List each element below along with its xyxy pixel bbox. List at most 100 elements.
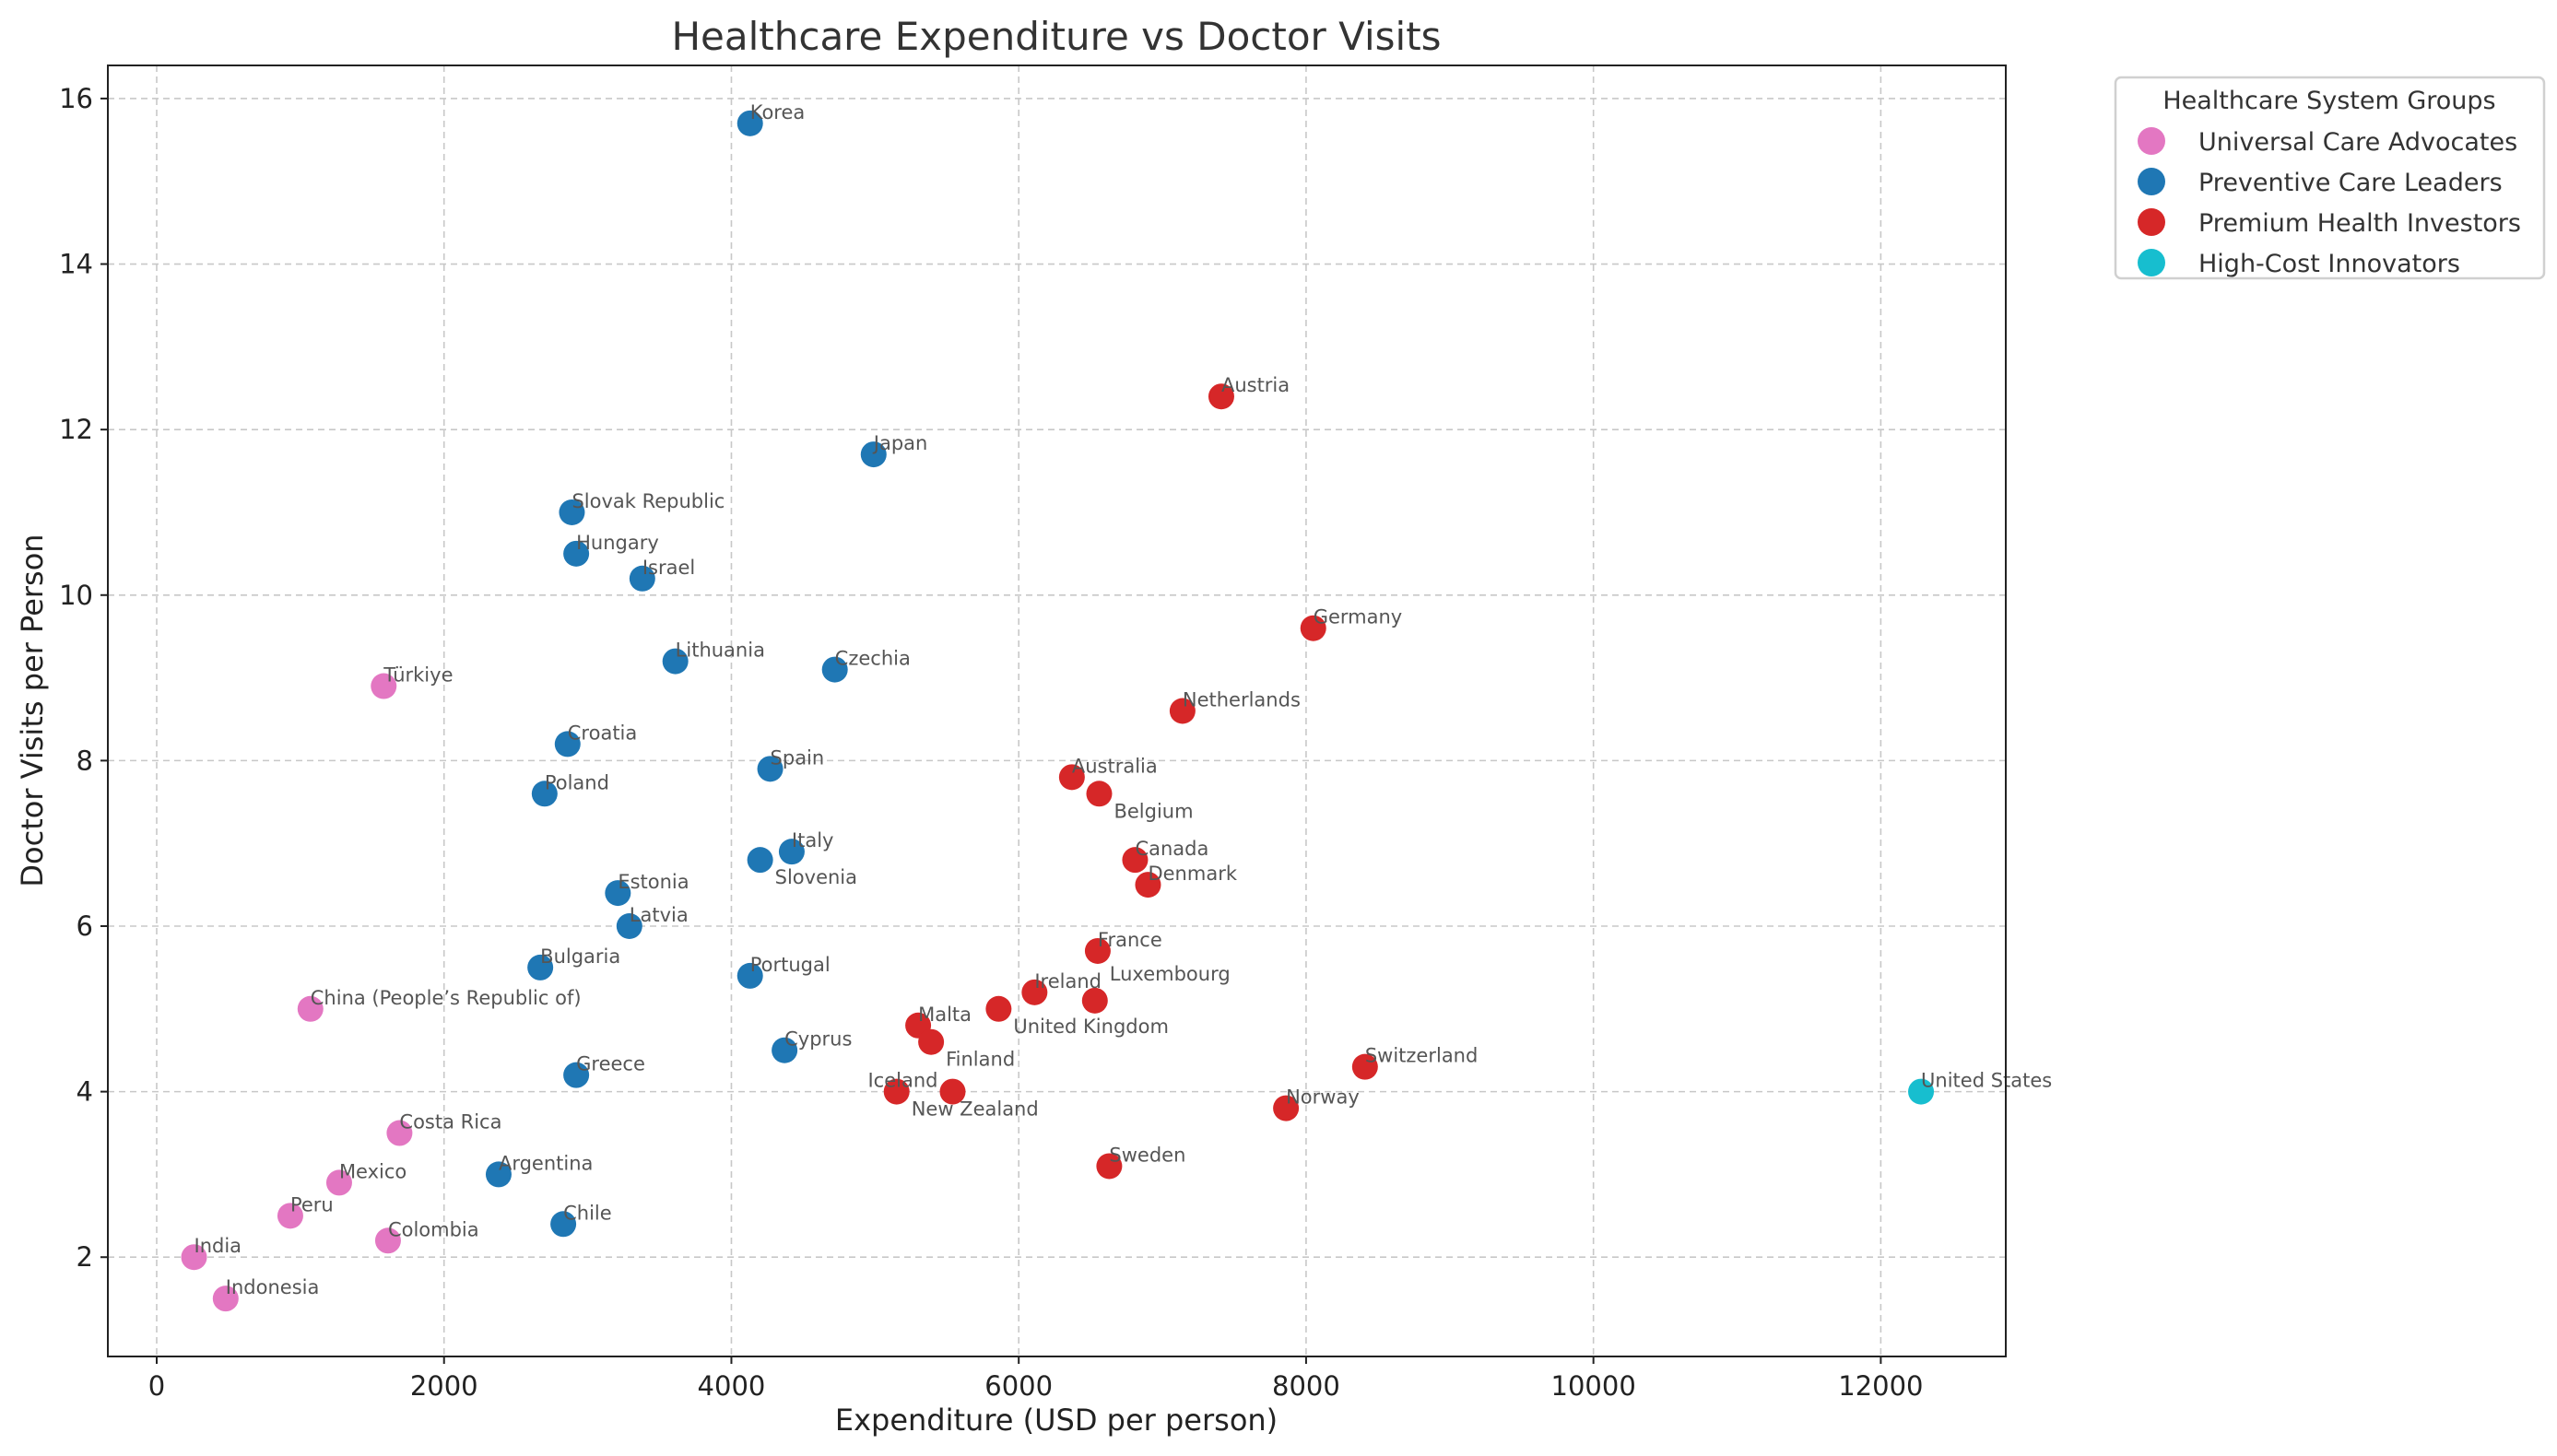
y-tick-label: 8 — [77, 745, 93, 776]
data-point — [736, 962, 763, 989]
point-label: Japan — [872, 432, 928, 454]
point-label: Korea — [750, 101, 806, 123]
data-point — [212, 1286, 239, 1312]
point-label: Chile — [563, 1202, 612, 1224]
data-point — [1096, 1153, 1123, 1180]
data-point — [386, 1120, 413, 1146]
data-point — [1122, 847, 1149, 874]
data-point — [1135, 872, 1161, 898]
point-label: Finland — [946, 1049, 1015, 1071]
point-label: France — [1098, 929, 1162, 951]
point-label: Spain — [771, 746, 825, 769]
point-label: United States — [1921, 1070, 2052, 1092]
data-point — [1273, 1095, 1300, 1121]
x-tick-label: 0 — [148, 1370, 165, 1402]
y-tick-label: 16 — [59, 83, 93, 114]
data-point — [1086, 781, 1113, 807]
data-point — [277, 1203, 303, 1229]
data-point — [757, 756, 784, 782]
data-point — [559, 499, 585, 525]
point-label: Portugal — [750, 954, 831, 976]
data-point — [883, 1078, 910, 1105]
point-label: Malta — [918, 1004, 972, 1026]
data-point — [616, 913, 642, 939]
point-label: Ireland — [1034, 970, 1102, 992]
data-points — [181, 110, 1935, 1312]
data-point — [1300, 615, 1326, 641]
x-axis-ticks: 0 2000 4000 6000 8000 10000 12000 — [148, 1356, 1924, 1402]
point-label: Latvia — [630, 904, 689, 926]
data-point — [485, 1161, 512, 1188]
point-label: Czechia — [835, 648, 911, 670]
point-label: Estonia — [618, 871, 689, 893]
y-axis-label: Doctor Visits per Person — [15, 534, 50, 887]
data-point — [1021, 979, 1048, 1005]
y-tick-label: 2 — [77, 1241, 93, 1273]
x-tick-label: 6000 — [984, 1370, 1053, 1402]
y-tick-label: 6 — [77, 910, 93, 942]
data-point — [747, 847, 773, 874]
point-label: Australia — [1072, 755, 1158, 777]
point-label: Iceland — [867, 1070, 937, 1092]
legend-entry: High-Cost Innovators — [2198, 250, 2460, 278]
point-label: Germany — [1314, 606, 1403, 628]
legend-marker — [2138, 168, 2165, 195]
data-point — [985, 995, 1012, 1022]
data-point — [860, 441, 887, 468]
point-label: Argentina — [499, 1152, 593, 1174]
point-label: Costa Rica — [399, 1111, 501, 1133]
x-tick-label: 12000 — [1838, 1370, 1923, 1402]
point-label: Belgium — [1114, 800, 1193, 822]
point-label: Canada — [1135, 838, 1208, 860]
legend-entry: Premium Health Investors — [2198, 209, 2521, 238]
data-point — [662, 648, 689, 675]
plot-frame — [107, 65, 2007, 1357]
data-point — [1058, 764, 1085, 791]
legend-marker — [2138, 127, 2165, 155]
point-label: Luxembourg — [1110, 963, 1231, 985]
y-axis-ticks: 2 4 6 8 10 12 14 16 — [59, 83, 108, 1273]
data-point — [371, 673, 397, 699]
point-label: Poland — [545, 771, 609, 793]
data-point — [1169, 698, 1196, 724]
legend: Healthcare System Groups Universal Care … — [2114, 76, 2546, 280]
point-labels: Türkiye China (People’s Republic of) Costa… — [194, 101, 2053, 1298]
data-point — [1908, 1078, 1935, 1105]
legend-entry: Universal Care Advocates — [2198, 128, 2517, 157]
point-label: Mexico — [339, 1160, 407, 1182]
point-label: Türkiye — [383, 664, 453, 687]
point-label: Indonesia — [226, 1276, 320, 1298]
data-point — [563, 1062, 590, 1088]
data-point — [550, 1211, 577, 1238]
data-point — [554, 731, 581, 757]
x-tick-label: 2000 — [410, 1370, 478, 1402]
point-label: Lithuania — [676, 640, 765, 662]
x-tick-label: 10000 — [1551, 1370, 1636, 1402]
data-point — [297, 995, 324, 1022]
point-label: Italy — [792, 829, 834, 851]
data-point — [1081, 987, 1108, 1014]
point-label: India — [194, 1235, 242, 1257]
data-point — [629, 565, 655, 592]
data-point — [1351, 1053, 1378, 1080]
data-point — [325, 1169, 352, 1196]
data-point — [772, 1037, 798, 1063]
data-point — [181, 1244, 207, 1271]
point-label: Bulgaria — [540, 945, 620, 968]
data-point — [374, 1227, 401, 1254]
point-label: Norway — [1286, 1086, 1360, 1109]
data-point — [563, 540, 590, 567]
data-point — [778, 839, 805, 865]
grid-lines — [108, 65, 2006, 1356]
point-label: United Kingdom — [1013, 1016, 1169, 1038]
data-point — [1084, 937, 1111, 964]
point-label: Cyprus — [784, 1028, 852, 1051]
data-point — [736, 110, 763, 136]
point-label: New Zealand — [912, 1098, 1039, 1121]
point-label: Switzerland — [1365, 1045, 1479, 1067]
point-label: Sweden — [1109, 1144, 1185, 1166]
chart-title: Healthcare Expenditure vs Doctor Visits — [671, 14, 1441, 59]
data-point — [531, 781, 558, 807]
data-point — [821, 656, 848, 683]
